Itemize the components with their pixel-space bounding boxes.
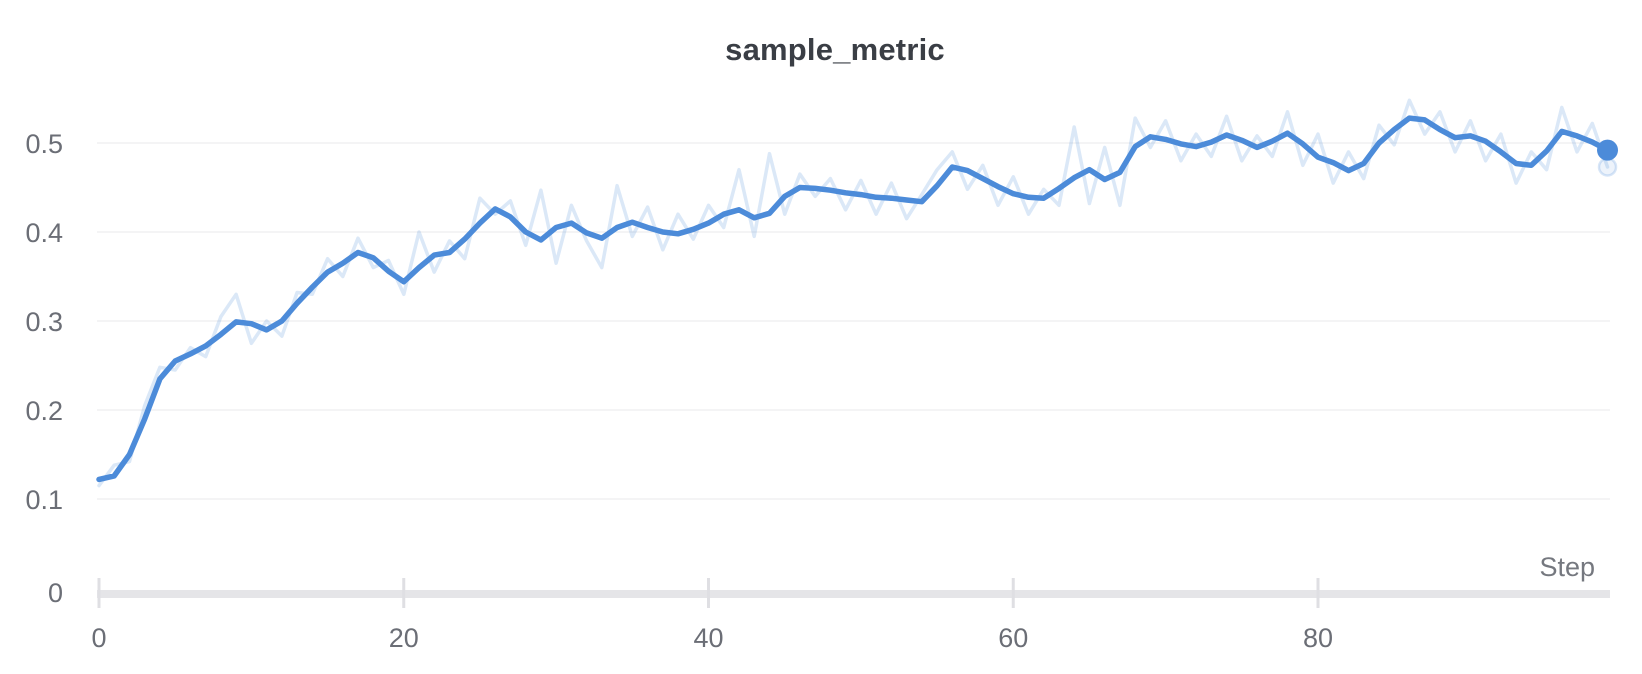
- y-tick-label: 0.3: [25, 307, 63, 337]
- x-tick-mark: [402, 578, 406, 608]
- y-tick-label: 0: [48, 578, 63, 608]
- x-tick-label: 20: [389, 623, 419, 653]
- raw-series-path: [97, 98, 1610, 488]
- x-axis-bar: [97, 590, 1610, 598]
- raw-last-point-marker: [1597, 157, 1618, 177]
- last-point-marker[interactable]: [1597, 139, 1619, 161]
- x-tick-label: 80: [1303, 623, 1333, 653]
- x-tick-mark: [97, 578, 101, 608]
- x-tick-label: 40: [693, 623, 723, 653]
- y-tick-label: 0.2: [25, 396, 63, 426]
- x-tick-label: 0: [91, 623, 106, 653]
- x-axis-label: Step: [1539, 552, 1595, 582]
- y-tick-label: 0.4: [25, 218, 63, 248]
- y-tick-label: 0.5: [25, 129, 63, 159]
- y-tick-label: 0.1: [25, 485, 63, 515]
- x-tick-mark: [1316, 578, 1320, 608]
- chart-title: sample_metric: [725, 32, 945, 67]
- x-tick-mark: [707, 578, 710, 608]
- smoothed-series-path: [96, 115, 1611, 483]
- x-tick-mark: [1011, 578, 1015, 608]
- x-tick-label: 60: [998, 623, 1028, 653]
